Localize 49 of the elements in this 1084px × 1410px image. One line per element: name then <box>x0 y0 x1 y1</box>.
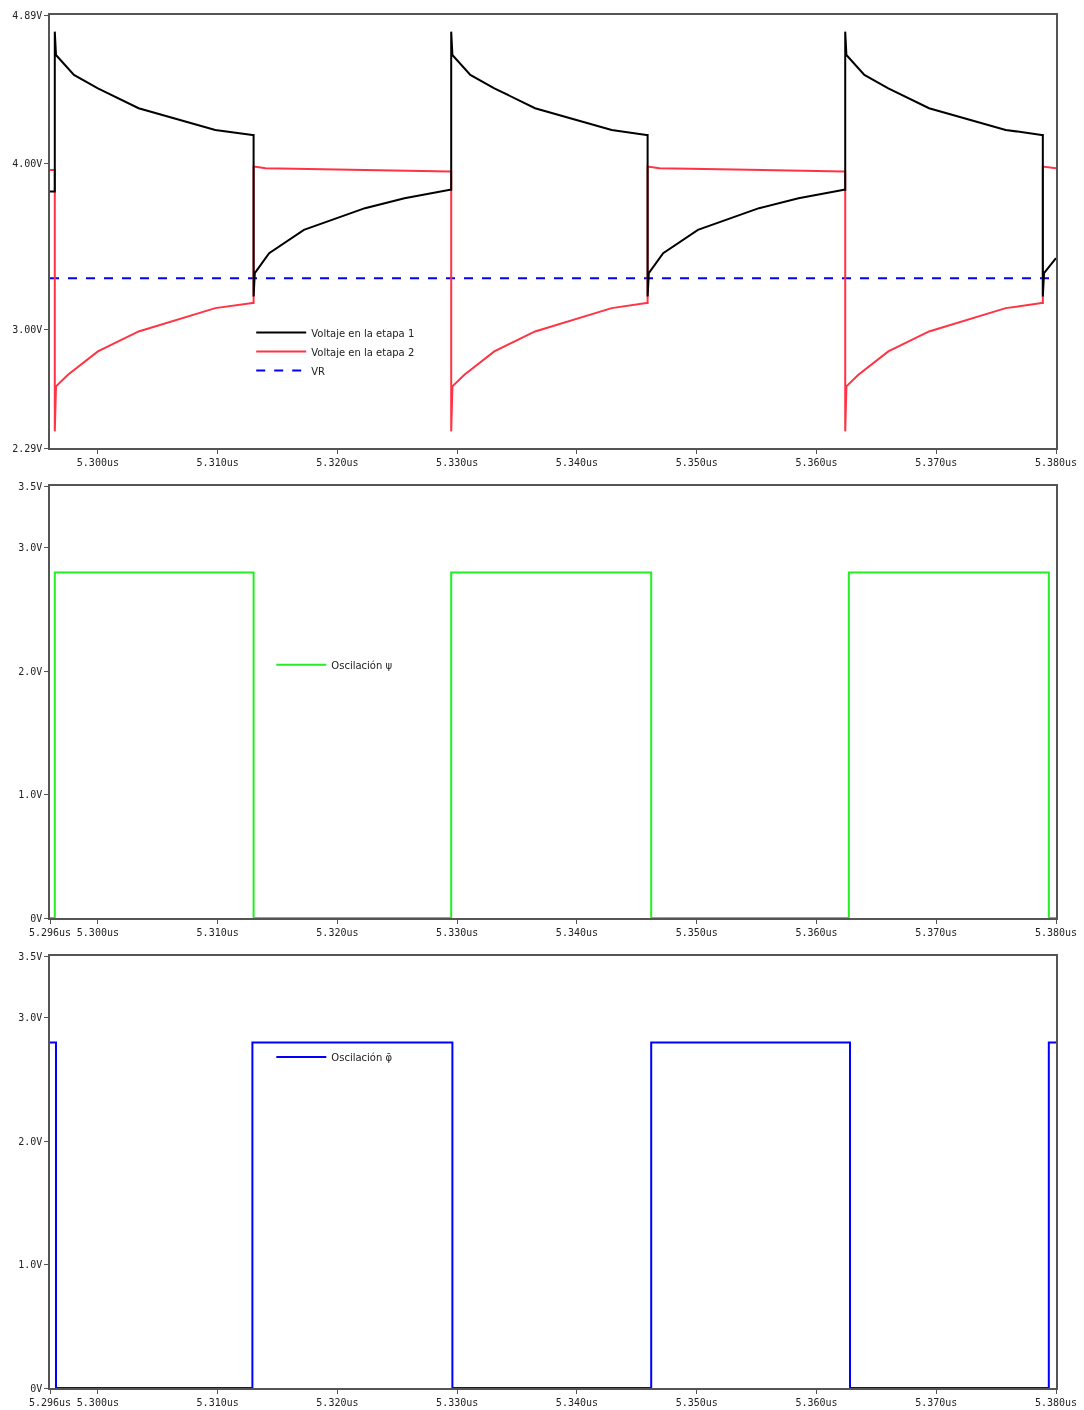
x-tick-label: 5.320us <box>316 456 359 468</box>
x-tick-label: 5.330us <box>436 456 479 468</box>
x-tick-label: 5.380us <box>1034 1396 1078 1408</box>
y-tick-label: 0V <box>30 912 43 924</box>
y-tick-label: 3.0V <box>18 1012 43 1024</box>
legend-label: Oscilación φ̄ <box>331 1051 393 1063</box>
x-tick-label: 5.320us <box>316 926 359 938</box>
x-tick-label: 5.380us <box>1034 926 1078 938</box>
x-tick-label: 5.370us <box>915 1396 958 1408</box>
legend-label: Oscilación ψ <box>331 659 393 671</box>
y-tick-label: 3.00V <box>12 324 43 336</box>
x-tick-label: 5.300us <box>76 926 119 938</box>
x-tick-label: 5.340us <box>555 456 599 468</box>
y-tick-label: 2.29V <box>12 442 43 454</box>
y-tick-label: 3.5V <box>18 950 43 962</box>
x-tick-label: 5.350us <box>675 456 718 468</box>
y-tick-label: 0V <box>30 1382 43 1394</box>
y-tick-label: 4.89V <box>12 9 43 21</box>
x-tick-label: 5.370us <box>915 456 958 468</box>
x-tick-label: 5.350us <box>675 926 718 938</box>
x-tick-label: 5.296us <box>28 1396 72 1408</box>
y-tick-label: 3.0V <box>18 542 43 554</box>
x-tick-label: 5.310us <box>196 1396 239 1408</box>
x-tick-label: 5.300us <box>76 456 119 468</box>
line-series <box>50 30 1056 298</box>
x-tick-label: 5.360us <box>795 1396 838 1408</box>
x-tick-label: 5.340us <box>555 926 599 938</box>
legend-label: VR <box>311 365 326 377</box>
y-tick-label: 2.0V <box>18 665 43 677</box>
x-tick-label: 5.330us <box>436 1396 479 1408</box>
legend-label: Voltaje en la etapa 1 <box>311 327 415 339</box>
x-tick-label: 5.310us <box>196 456 239 468</box>
x-tick-label: 5.320us <box>316 1396 359 1408</box>
x-tick-label: 5.310us <box>196 926 239 938</box>
legend-label: Voltaje en la etapa 2 <box>311 346 415 358</box>
x-tick-label: 5.380us <box>1034 456 1078 468</box>
x-tick-label: 5.300us <box>76 1396 119 1408</box>
y-tick-label: 1.0V <box>18 1259 43 1271</box>
x-tick-label: 5.360us <box>795 926 838 938</box>
x-tick-label: 5.330us <box>436 926 479 938</box>
y-tick-label: 4.00V <box>12 157 43 169</box>
x-tick-label: 5.296us <box>28 926 72 938</box>
x-tick-label: 5.360us <box>795 456 838 468</box>
x-tick-label: 5.340us <box>555 1396 599 1408</box>
x-tick-label: 5.350us <box>675 1396 718 1408</box>
y-tick-label: 1.0V <box>18 789 43 801</box>
y-tick-label: 2.0V <box>18 1135 43 1147</box>
y-tick-label: 3.5V <box>18 480 43 492</box>
x-tick-label: 5.370us <box>915 926 958 938</box>
